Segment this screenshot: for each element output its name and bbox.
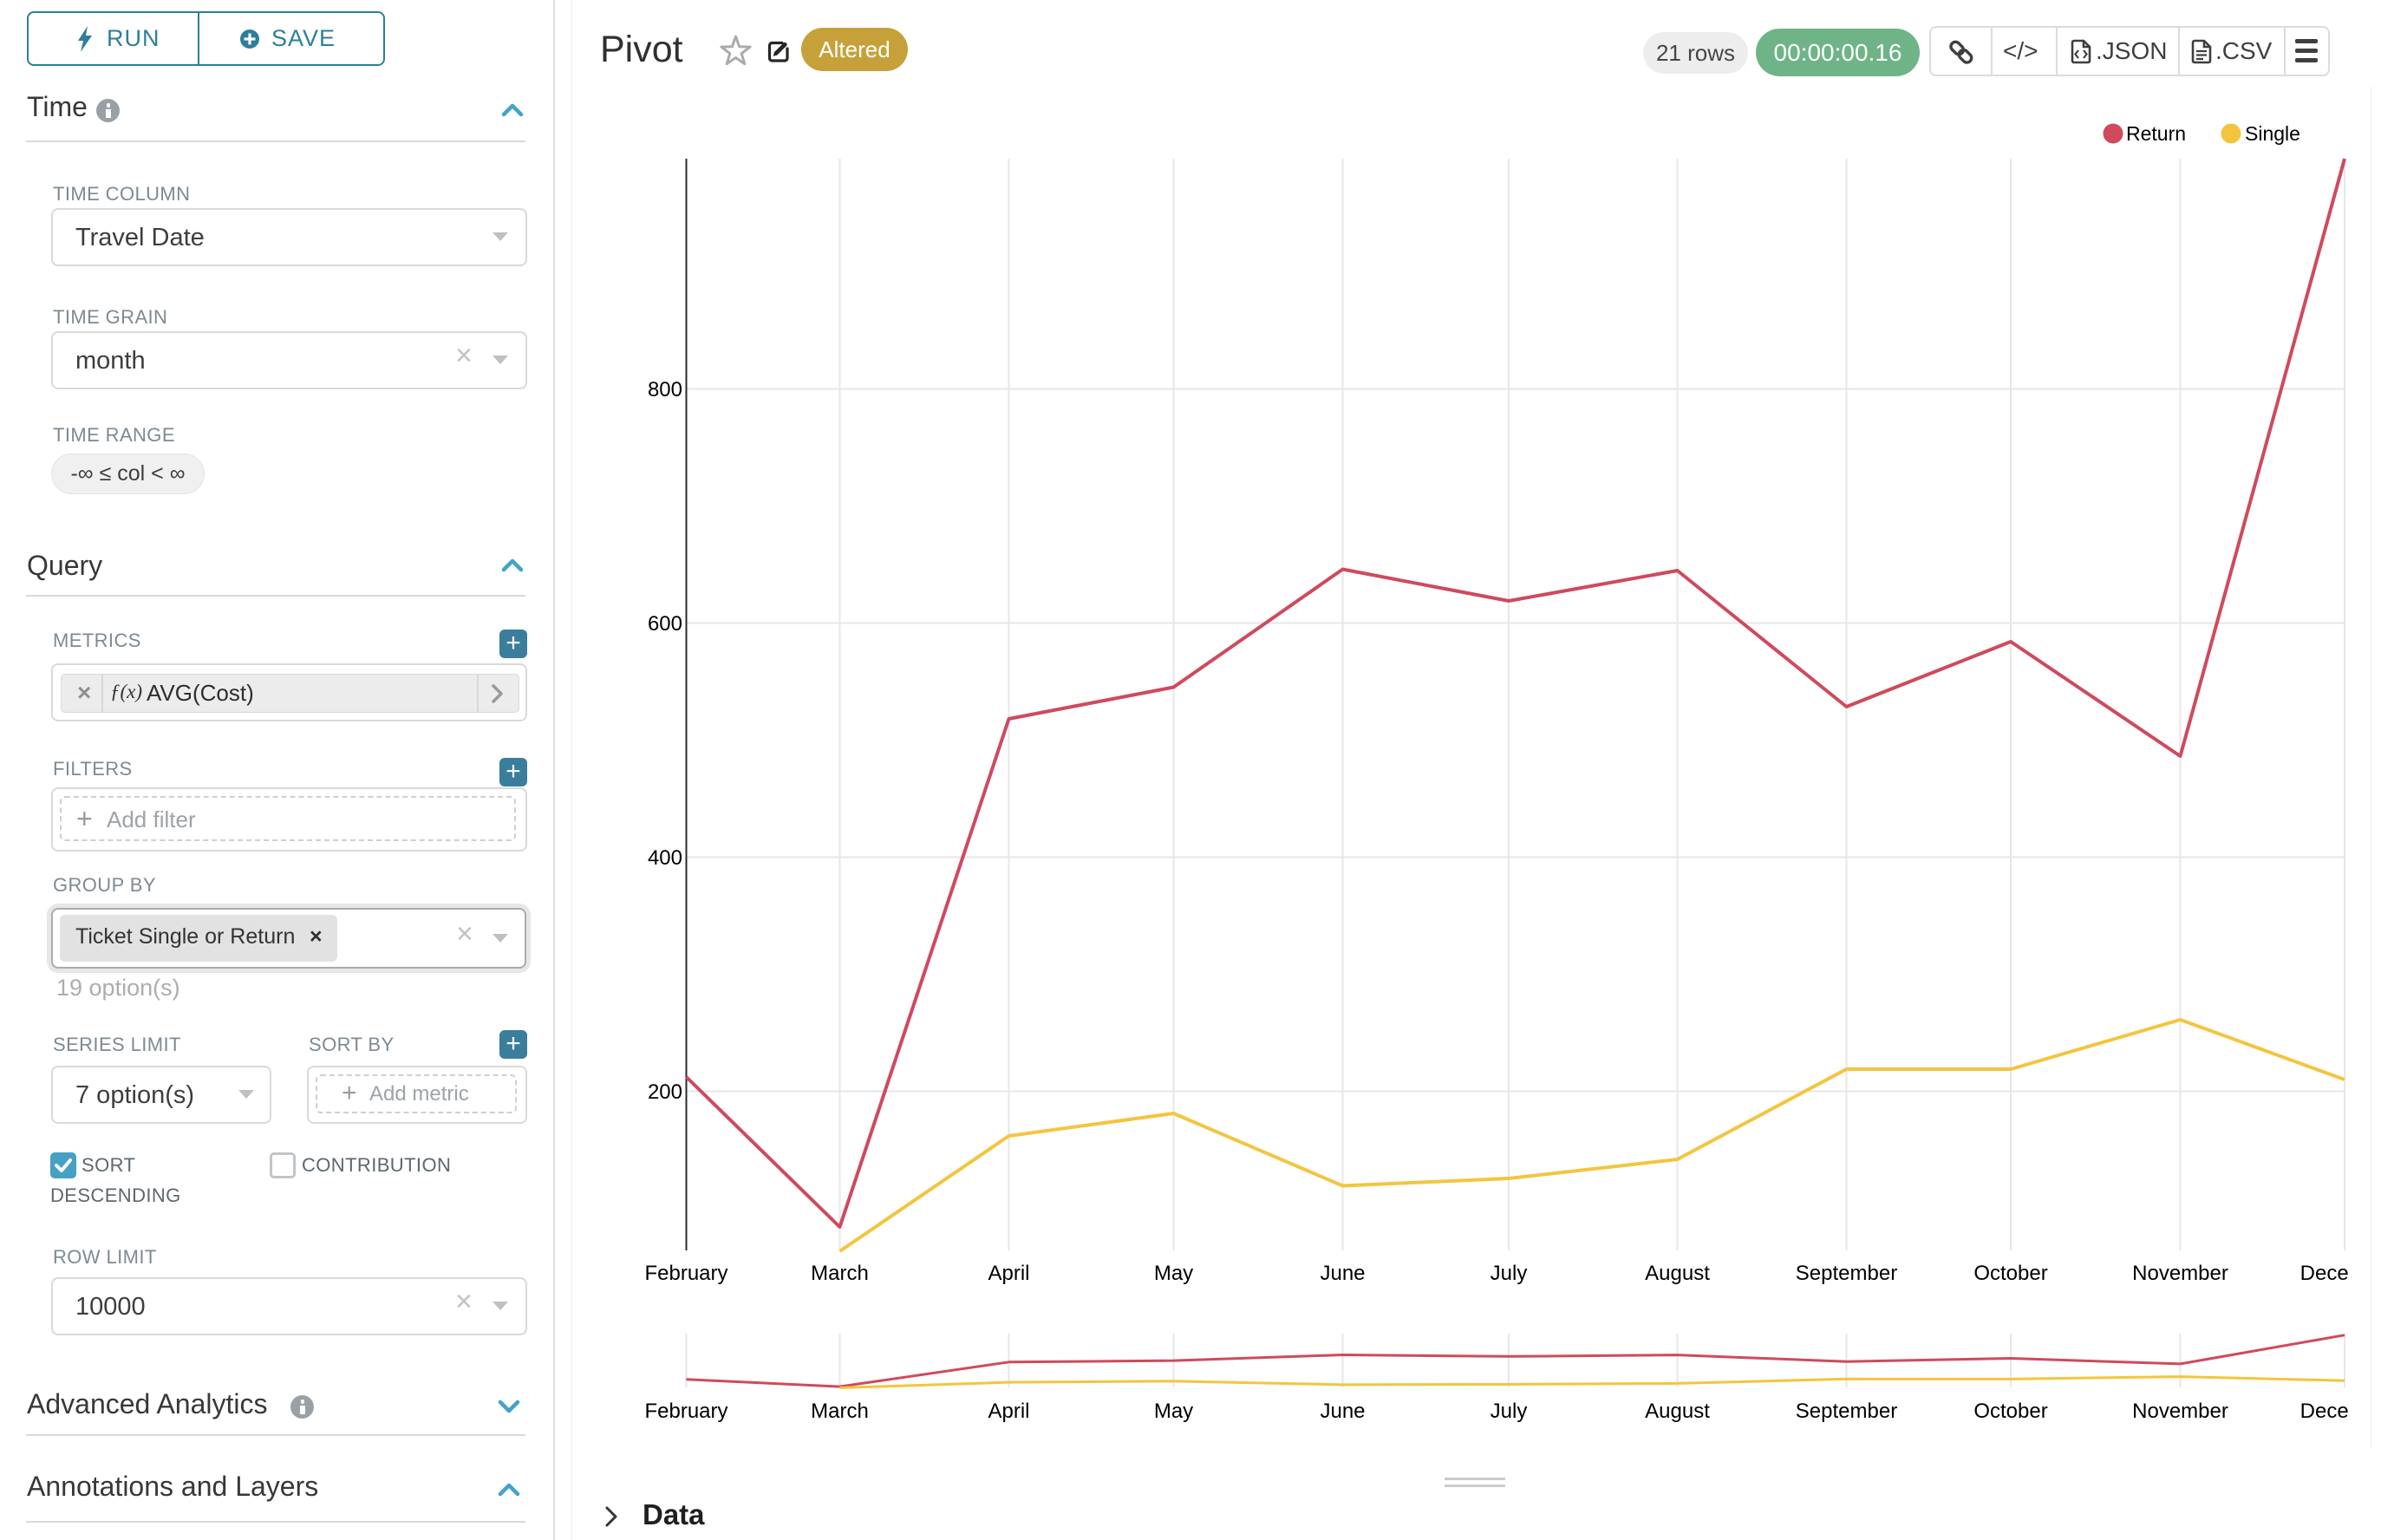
svg-text:June: June bbox=[1320, 1262, 1365, 1285]
svg-text:November: November bbox=[2132, 1262, 2228, 1285]
svg-text:May: May bbox=[1154, 1262, 1193, 1285]
svg-text:February: February bbox=[644, 1262, 727, 1285]
svg-text:September: September bbox=[1796, 1400, 1897, 1423]
svg-text:August: August bbox=[1645, 1400, 1710, 1423]
svg-text:October: October bbox=[1973, 1262, 2047, 1285]
svg-text:October: October bbox=[1973, 1400, 2047, 1423]
svg-text:Return: Return bbox=[2126, 122, 2186, 145]
svg-text:December: December bbox=[2300, 1400, 2381, 1423]
svg-text:December: December bbox=[2300, 1262, 2381, 1285]
svg-text:November: November bbox=[2132, 1400, 2228, 1423]
svg-text:400: 400 bbox=[648, 846, 682, 870]
svg-text:800: 800 bbox=[648, 378, 682, 401]
svg-text:200: 200 bbox=[648, 1080, 682, 1104]
svg-text:April: April bbox=[988, 1262, 1029, 1285]
svg-text:May: May bbox=[1154, 1400, 1193, 1423]
svg-text:Single: Single bbox=[2245, 122, 2300, 145]
svg-text:April: April bbox=[988, 1400, 1029, 1423]
svg-text:March: March bbox=[811, 1400, 869, 1423]
svg-text:600: 600 bbox=[648, 612, 682, 636]
svg-text:March: March bbox=[811, 1262, 869, 1285]
svg-text:July: July bbox=[1491, 1400, 1528, 1423]
svg-text:July: July bbox=[1491, 1262, 1528, 1285]
svg-text:June: June bbox=[1320, 1400, 1365, 1423]
svg-text:September: September bbox=[1796, 1262, 1897, 1285]
svg-text:August: August bbox=[1645, 1262, 1710, 1285]
svg-text:February: February bbox=[644, 1400, 727, 1423]
